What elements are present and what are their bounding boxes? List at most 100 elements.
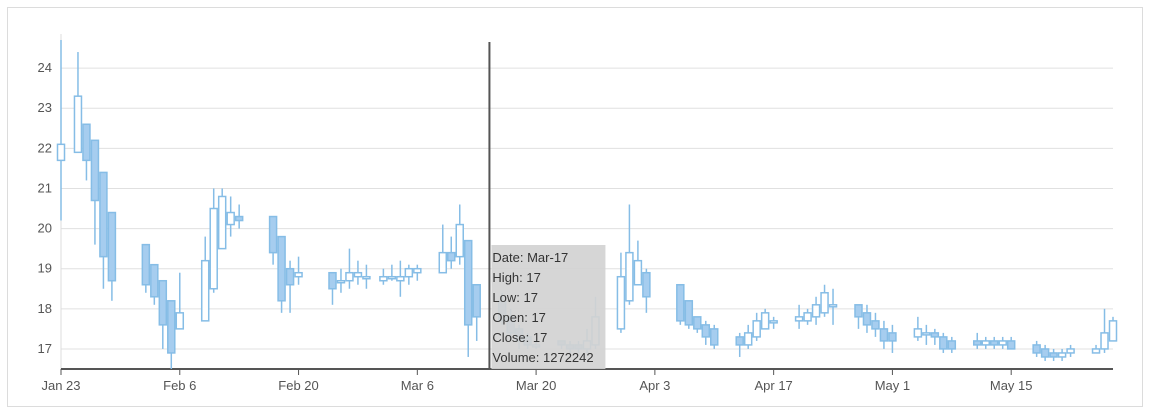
candle-body <box>73 95 83 154</box>
candle[interactable] <box>1100 308 1109 353</box>
candle-body <box>743 332 753 346</box>
candle[interactable] <box>447 236 456 269</box>
candle-body <box>1057 352 1067 358</box>
candle[interactable] <box>217 188 227 250</box>
candle[interactable] <box>752 312 761 341</box>
candle[interactable] <box>879 320 889 349</box>
candle[interactable] <box>234 204 244 229</box>
candle[interactable] <box>625 204 634 305</box>
tooltip-high: High: 17 <box>492 270 540 285</box>
candle-body <box>175 312 185 330</box>
candle[interactable] <box>693 316 702 333</box>
candle-body <box>862 312 872 326</box>
candle[interactable] <box>1040 344 1050 361</box>
candle[interactable] <box>1066 344 1075 357</box>
candle[interactable] <box>1006 336 1016 350</box>
candle-body <box>693 316 702 330</box>
candle[interactable] <box>277 235 286 313</box>
candle[interactable] <box>455 204 464 265</box>
candle-body <box>336 279 346 284</box>
candle[interactable] <box>769 316 778 329</box>
candle[interactable] <box>760 308 770 330</box>
candle[interactable] <box>803 308 812 325</box>
x-tick-label: Mar 6 <box>401 378 434 393</box>
candle[interactable] <box>828 288 838 325</box>
candle[interactable] <box>209 188 218 293</box>
candle[interactable] <box>862 304 872 333</box>
candle[interactable] <box>1108 316 1118 342</box>
candle[interactable] <box>998 336 1007 349</box>
candle-body <box>616 275 626 330</box>
candle[interactable] <box>472 283 481 341</box>
candlestick-chart[interactable]: 17 18 19 20 21 22 23 24 Jan 23 Feb 6 Feb 20 Mar 6 M… <box>8 8 1142 406</box>
candle[interactable] <box>989 336 999 349</box>
candle-body <box>438 251 448 274</box>
candle-body <box>328 271 337 290</box>
candle[interactable] <box>285 260 295 313</box>
candle[interactable] <box>676 283 685 325</box>
candle[interactable] <box>463 239 473 357</box>
candle[interactable] <box>336 268 346 293</box>
candle-body <box>1100 332 1109 350</box>
candle-body <box>888 332 897 342</box>
candle[interactable] <box>947 336 957 353</box>
candle[interactable] <box>175 272 185 330</box>
candle[interactable] <box>167 300 176 369</box>
candle[interactable] <box>1049 348 1058 361</box>
candle[interactable] <box>82 123 91 181</box>
candle[interactable] <box>345 248 354 289</box>
candle[interactable] <box>973 332 982 349</box>
candle[interactable] <box>1032 340 1041 357</box>
candle[interactable] <box>328 271 337 305</box>
candle[interactable] <box>1057 348 1067 361</box>
candle[interactable] <box>200 236 210 322</box>
candle[interactable] <box>413 264 422 281</box>
candle[interactable] <box>811 296 821 325</box>
candle[interactable] <box>981 336 990 349</box>
candle[interactable] <box>743 324 753 349</box>
x-tick-label: Feb 20 <box>278 378 318 393</box>
candle[interactable] <box>99 171 108 289</box>
candle-body <box>472 283 481 318</box>
candle[interactable] <box>871 312 880 337</box>
candle[interactable] <box>90 139 100 245</box>
candle[interactable] <box>107 211 117 301</box>
tooltip-close: Close: 17 <box>492 330 547 345</box>
candle[interactable] <box>396 260 405 297</box>
tooltip-open: Open: 17 <box>492 310 546 325</box>
candle[interactable] <box>913 316 923 341</box>
candle[interactable] <box>226 196 235 237</box>
candle[interactable] <box>387 264 397 281</box>
candle[interactable] <box>616 252 626 333</box>
candle[interactable] <box>633 240 643 286</box>
candle-body <box>684 300 694 326</box>
candle[interactable] <box>353 260 363 285</box>
candle-body <box>200 259 210 322</box>
candle[interactable] <box>684 300 694 329</box>
candle[interactable] <box>939 332 948 353</box>
y-tick-label: 17 <box>38 341 52 356</box>
candle[interactable] <box>794 304 804 329</box>
candle[interactable] <box>854 304 863 329</box>
candle[interactable] <box>888 324 897 353</box>
candle[interactable] <box>379 268 388 285</box>
candle[interactable] <box>735 332 744 357</box>
candle[interactable] <box>701 320 711 345</box>
candle[interactable] <box>268 215 278 265</box>
candle[interactable] <box>294 256 303 285</box>
candle[interactable] <box>158 279 168 349</box>
candle[interactable] <box>438 224 448 274</box>
candle[interactable] <box>1091 344 1101 354</box>
tooltip-volume: Volume: 1272242 <box>492 350 593 365</box>
candle[interactable] <box>930 328 940 345</box>
candle[interactable] <box>404 264 414 285</box>
candle[interactable] <box>362 264 371 289</box>
candle[interactable] <box>710 324 719 349</box>
candle[interactable] <box>820 284 829 317</box>
candle[interactable] <box>73 52 83 154</box>
candle[interactable] <box>642 268 651 313</box>
candle[interactable] <box>150 263 159 305</box>
candle[interactable] <box>922 324 931 345</box>
candle[interactable] <box>141 243 151 293</box>
candle[interactable] <box>56 40 66 221</box>
